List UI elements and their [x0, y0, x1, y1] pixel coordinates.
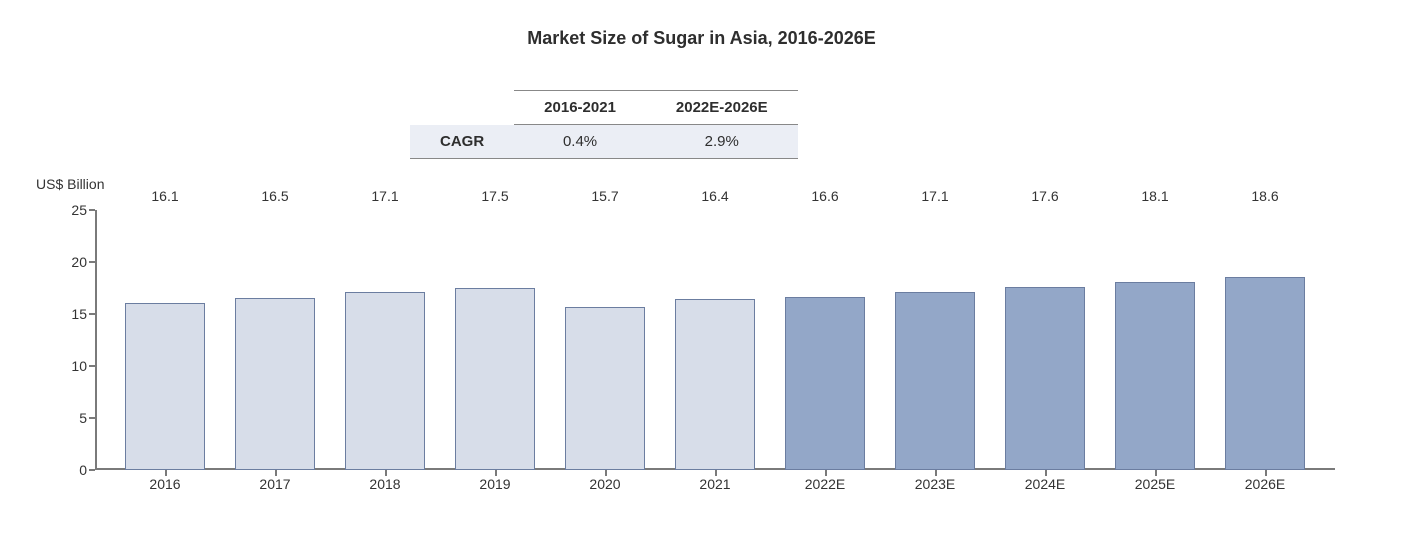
y-tick-label: 20	[47, 254, 87, 270]
bar-value-label: 15.7	[565, 188, 645, 303]
y-tick-label: 0	[47, 462, 87, 478]
cagr-header-blank	[410, 91, 514, 125]
bar	[675, 299, 755, 470]
x-tick-label: 2025E	[1100, 476, 1210, 492]
bar-value-label: 16.5	[235, 188, 315, 294]
cagr-period2-value: 2.9%	[646, 125, 798, 159]
x-tick-label: 2018	[330, 476, 440, 492]
bar-group: 18.1	[1115, 210, 1195, 470]
bar	[455, 288, 535, 470]
x-tick-label: 2024E	[990, 476, 1100, 492]
bar	[1005, 287, 1085, 470]
x-tick-label: 2023E	[880, 476, 990, 492]
bar-group: 15.7	[565, 210, 645, 470]
bar	[125, 303, 205, 470]
bar	[785, 297, 865, 470]
y-tick	[89, 365, 95, 367]
bar-group: 17.6	[1005, 210, 1085, 470]
cagr-row-label: CAGR	[410, 125, 514, 159]
y-tick-label: 25	[47, 202, 87, 218]
bar-value-label: 16.1	[125, 188, 205, 299]
cagr-period1-value: 0.4%	[514, 125, 646, 159]
bar	[1225, 277, 1305, 470]
x-tick-label: 2021	[660, 476, 770, 492]
cagr-header-period2: 2022E-2026E	[646, 91, 798, 125]
bar-group: 17.1	[345, 210, 425, 470]
cagr-header-period1: 2016-2021	[514, 91, 646, 125]
y-tick	[89, 261, 95, 263]
x-tick-label: 2026E	[1210, 476, 1320, 492]
y-tick	[89, 209, 95, 211]
bar-group: 16.1	[125, 210, 205, 470]
chart-container: Market Size of Sugar in Asia, 2016-2026E…	[0, 0, 1403, 543]
cagr-header-row: 2016-2021 2022E-2026E	[410, 91, 798, 125]
cagr-table: 2016-2021 2022E-2026E CAGR 0.4% 2.9%	[410, 90, 798, 159]
bar	[235, 298, 315, 470]
bar-group: 18.6	[1225, 210, 1305, 470]
bar-group: 17.1	[895, 210, 975, 470]
bar	[1115, 282, 1195, 470]
y-tick	[89, 469, 95, 471]
y-axis-label: US$ Billion	[36, 176, 104, 192]
x-tick-label: 2016	[110, 476, 220, 492]
bar	[895, 292, 975, 470]
bar-value-label: 16.6	[785, 188, 865, 293]
bar-group: 16.4	[675, 210, 755, 470]
y-tick	[89, 313, 95, 315]
chart-title: Market Size of Sugar in Asia, 2016-2026E	[0, 28, 1403, 49]
bar-value-label: 18.1	[1115, 188, 1195, 278]
bar-value-label: 17.1	[345, 188, 425, 288]
y-tick	[89, 417, 95, 419]
x-tick-label: 2022E	[770, 476, 880, 492]
bar-value-label: 18.6	[1225, 188, 1305, 273]
bar-value-label: 17.5	[455, 188, 535, 284]
bar-value-label: 17.1	[895, 188, 975, 288]
bar-group: 16.6	[785, 210, 865, 470]
bar-value-label: 17.6	[1005, 188, 1085, 283]
y-tick-label: 5	[47, 410, 87, 426]
y-tick-label: 15	[47, 306, 87, 322]
x-tick-label: 2020	[550, 476, 660, 492]
x-tick-label: 2019	[440, 476, 550, 492]
x-tick-label: 2017	[220, 476, 330, 492]
y-tick-label: 10	[47, 358, 87, 374]
bar-group: 17.5	[455, 210, 535, 470]
chart-area: 051015202516.1201616.5201717.1201817.520…	[95, 210, 1335, 470]
bar-group: 16.5	[235, 210, 315, 470]
bar	[345, 292, 425, 470]
cagr-data-row: CAGR 0.4% 2.9%	[410, 125, 798, 159]
bar-value-label: 16.4	[675, 188, 755, 295]
bar	[565, 307, 645, 470]
